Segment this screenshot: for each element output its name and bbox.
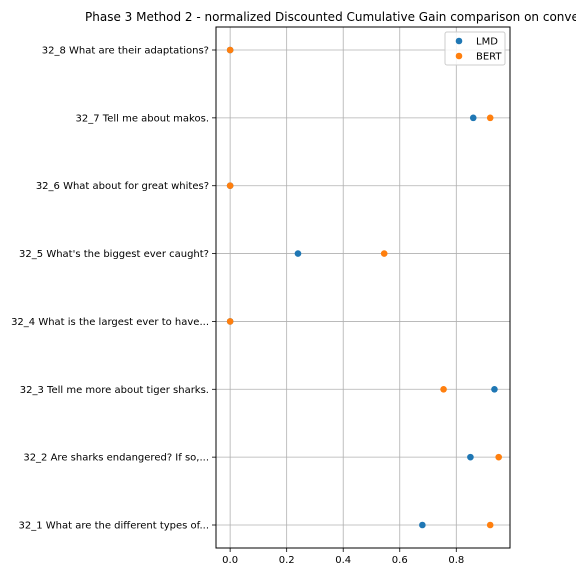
point-bert: [226, 46, 234, 54]
point-lmd: [469, 114, 477, 122]
point-lmd: [294, 250, 302, 257]
legend: LMD BERT: [444, 31, 506, 66]
y-tick-label: 32_6 What about for great whites?: [36, 181, 209, 192]
point-bert: [380, 250, 388, 257]
y-tick-label: 32_2 Are sharks endangered? If so,...: [23, 453, 209, 464]
x-tick-label: 0.6: [392, 555, 408, 566]
point-bert: [226, 318, 234, 325]
point-bert: [440, 385, 447, 393]
point-lmd: [467, 453, 474, 461]
y-tick-label: 32_5 What's the biggest ever caught?: [19, 249, 209, 260]
legend-label-lmd: LMD: [476, 37, 498, 48]
x-tick-label: 0.2: [279, 555, 295, 566]
data-points: [226, 46, 502, 529]
x-tick-label: 0.4: [335, 555, 351, 566]
y-tick-label: 32_1 What are the different types of...: [19, 521, 209, 532]
point-bert: [486, 521, 494, 529]
y-tick-label: 32_7 Tell me about makos.: [76, 113, 209, 124]
x-tick-label: 0.8: [448, 555, 464, 566]
plot-frame: [215, 26, 511, 549]
legend-marker-bert: [455, 52, 463, 60]
point-bert: [495, 453, 502, 461]
x-tick-label: 0.0: [222, 555, 238, 566]
axes: 0.0 0.2 0.4 0.6 0.8 32_1 What are the differe…: [11, 46, 464, 567]
point-bert: [486, 114, 494, 122]
y-tick-label: 32_3 Tell me more about tiger sharks.: [20, 385, 209, 396]
legend-label-bert: BERT: [476, 52, 502, 63]
y-tick-label: 32_8 What are their adaptations?: [42, 46, 209, 57]
point-bert: [226, 182, 234, 190]
chart-title: Phase 3 Method 2 - normalized Discounted…: [85, 10, 576, 24]
legend-marker-lmd: [455, 37, 463, 45]
point-lmd: [419, 521, 426, 529]
point-lmd: [491, 385, 498, 393]
grid-lines: [216, 27, 510, 548]
y-tick-label: 32_4 What is the largest ever to have...: [11, 317, 209, 328]
